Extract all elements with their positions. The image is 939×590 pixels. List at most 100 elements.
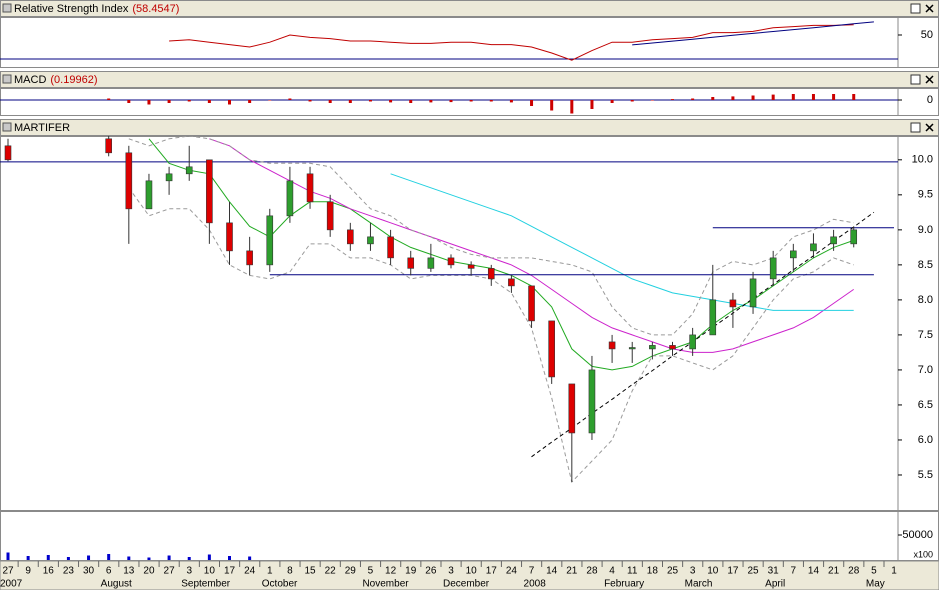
candle-body bbox=[387, 236, 394, 259]
bar bbox=[6, 552, 10, 560]
x-tick-label: 21 bbox=[566, 566, 578, 577]
x-tick-label: 29 bbox=[345, 566, 357, 577]
bar bbox=[368, 100, 372, 102]
x-tick-label: 14 bbox=[808, 566, 820, 577]
y-tick-label: 6.0 bbox=[918, 434, 933, 446]
bar bbox=[167, 100, 171, 103]
bar bbox=[228, 556, 231, 560]
candle-body bbox=[749, 278, 757, 308]
candle-body bbox=[165, 173, 173, 182]
maximize-button[interactable] bbox=[910, 74, 921, 85]
bar bbox=[248, 556, 252, 560]
bar bbox=[530, 100, 534, 106]
month-label: October bbox=[262, 579, 298, 590]
candle-body bbox=[548, 320, 555, 378]
month-label: April bbox=[765, 579, 785, 590]
candle-body bbox=[729, 299, 737, 308]
candle-body bbox=[588, 369, 596, 434]
x-tick-label: 13 bbox=[123, 566, 135, 577]
y-tick-label: 50 bbox=[921, 29, 933, 41]
bar bbox=[630, 100, 634, 102]
bar bbox=[26, 556, 30, 560]
x-tick-label: 21 bbox=[828, 566, 840, 577]
bar bbox=[509, 100, 513, 103]
bar bbox=[570, 100, 574, 114]
x-tick-label: 5 bbox=[368, 566, 374, 577]
x-tick-label: 23 bbox=[63, 566, 75, 577]
month-label: December bbox=[443, 579, 490, 590]
pane-icon bbox=[2, 3, 12, 13]
x-tick-label: 7 bbox=[791, 566, 797, 577]
y-tick-label: 6.5 bbox=[918, 399, 933, 411]
volume-unit: x100 bbox=[913, 549, 933, 559]
panel-value: (0.19962) bbox=[50, 74, 97, 86]
panel-title: Relative Strength Index bbox=[14, 3, 129, 15]
x-tick-label: 16 bbox=[43, 566, 55, 577]
candle-body bbox=[830, 236, 837, 245]
y-tick-label: 8.5 bbox=[918, 259, 933, 271]
bar bbox=[187, 557, 191, 560]
bar bbox=[46, 555, 50, 560]
x-tick-label: 3 bbox=[186, 566, 192, 577]
x-tick-label: 28 bbox=[848, 566, 860, 577]
bar bbox=[228, 100, 231, 105]
x-tick-label: 26 bbox=[425, 566, 437, 577]
candle-body bbox=[226, 222, 233, 252]
x-tick-label: 17 bbox=[727, 566, 739, 577]
candle-body bbox=[508, 278, 515, 287]
close-button[interactable] bbox=[925, 123, 934, 132]
bar bbox=[811, 94, 815, 100]
candle-body bbox=[427, 257, 435, 269]
y-tick-label: 7.5 bbox=[918, 329, 933, 341]
close-button[interactable] bbox=[925, 75, 934, 84]
y-tick-label: 50000 bbox=[902, 529, 933, 541]
bar bbox=[147, 557, 151, 560]
x-tick-label: 12 bbox=[385, 566, 397, 577]
maximize-button[interactable] bbox=[910, 122, 921, 133]
title-bar bbox=[0, 71, 939, 88]
pane-icon bbox=[2, 74, 12, 84]
bar bbox=[771, 94, 775, 100]
candle-body bbox=[347, 229, 354, 245]
close-button[interactable] bbox=[925, 4, 934, 13]
series-line bbox=[169, 24, 854, 61]
rsi-title-bar: Relative Strength Index (58.4547) bbox=[0, 0, 939, 17]
bar bbox=[489, 100, 493, 102]
bar bbox=[852, 94, 856, 100]
series-line bbox=[531, 211, 875, 458]
candle-body bbox=[125, 152, 133, 210]
x-tick-label: 25 bbox=[667, 566, 679, 577]
x-tick-label: 19 bbox=[405, 566, 417, 577]
series-line bbox=[209, 138, 854, 353]
price-pane bbox=[0, 136, 939, 511]
price-plot bbox=[0, 136, 898, 484]
y-tick-label: 0 bbox=[927, 94, 933, 106]
bar bbox=[87, 555, 91, 560]
maximize-button[interactable] bbox=[910, 3, 921, 14]
candle-body bbox=[246, 250, 253, 266]
series-line bbox=[390, 173, 854, 311]
month-label: March bbox=[685, 579, 713, 590]
x-tick-label: 22 bbox=[325, 566, 337, 577]
x-tick-label: 7 bbox=[529, 566, 535, 577]
x-tick-label: 5 bbox=[871, 566, 877, 577]
x-tick-label: 20 bbox=[143, 566, 155, 577]
candle-body bbox=[528, 285, 535, 322]
x-tick-label: 27 bbox=[2, 566, 14, 577]
candle-body bbox=[487, 268, 495, 280]
x-tick-label: 1 bbox=[267, 566, 273, 577]
bar bbox=[409, 100, 413, 103]
bar bbox=[348, 100, 352, 103]
x-axis-strip bbox=[0, 560, 939, 590]
candle-body bbox=[769, 257, 777, 280]
bar bbox=[650, 100, 654, 101]
volume-pane bbox=[0, 511, 939, 561]
bar bbox=[731, 96, 735, 100]
x-tick-label: 25 bbox=[747, 566, 759, 577]
bar bbox=[832, 94, 836, 100]
candle-body bbox=[306, 173, 314, 203]
x-tick-label: 15 bbox=[304, 566, 316, 577]
macd-pane bbox=[0, 88, 939, 116]
x-tick-label: 3 bbox=[690, 566, 696, 577]
series-line bbox=[632, 21, 874, 46]
